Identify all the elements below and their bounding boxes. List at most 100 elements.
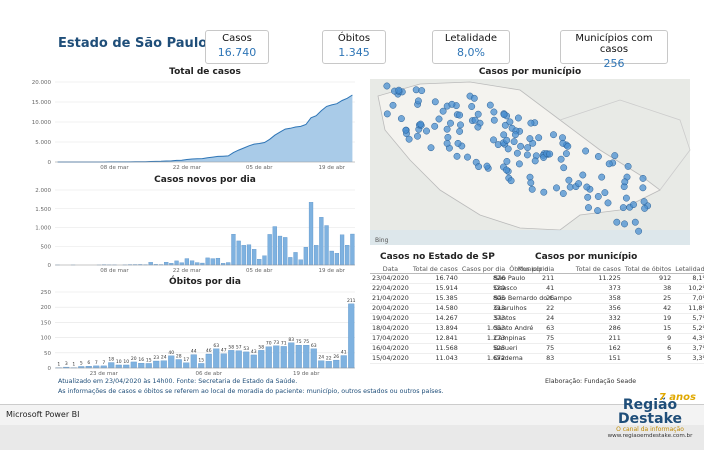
map-dot — [448, 100, 456, 108]
x-tick-label: 05 de abr — [246, 165, 273, 171]
map-dot — [444, 133, 452, 141]
data-label: 10 — [123, 359, 129, 365]
data-label: 63 — [311, 343, 317, 349]
map-dot — [583, 183, 591, 191]
bar — [164, 261, 169, 266]
y-tick-label: 5.000 — [35, 140, 51, 146]
bar — [198, 363, 205, 369]
cell: 151 — [573, 353, 623, 364]
cell: 25 — [622, 293, 674, 304]
map-dot — [431, 122, 439, 130]
data-label: 58 — [258, 344, 264, 350]
map-dot — [639, 184, 647, 192]
bar — [183, 362, 190, 369]
column-header: Município — [492, 265, 574, 274]
map-dot — [559, 190, 567, 197]
map-dot — [490, 136, 497, 144]
data-label: 7 — [95, 360, 98, 366]
area — [57, 95, 353, 162]
map-dot — [630, 201, 637, 209]
data-label: 73 — [273, 340, 279, 346]
map-dot — [639, 174, 647, 182]
data-label: 83 — [288, 337, 294, 343]
map-dot — [531, 157, 539, 165]
bar — [250, 354, 257, 369]
data-label: 10 — [116, 359, 122, 365]
cell: 5 — [622, 353, 674, 364]
map-dot — [417, 120, 425, 128]
map-dot — [503, 166, 510, 174]
column-header: Casos por dia — [459, 265, 508, 274]
bar — [318, 360, 325, 369]
data-label: 46 — [206, 348, 212, 354]
bar — [195, 262, 200, 266]
x-tick-label: 08 de mar — [100, 165, 129, 171]
x-tick-label: 06 de abr — [196, 371, 223, 377]
cell: 5,2% — [673, 323, 704, 334]
bar — [267, 234, 272, 266]
bar — [160, 360, 167, 369]
map-dot — [621, 178, 629, 186]
bar — [184, 258, 190, 266]
map-dot — [511, 131, 519, 139]
logo-tagline: O canal da informação — [616, 426, 684, 433]
dashboard: Estado de São Paulo Casos 16.740 Óbitos 1.… — [0, 0, 704, 404]
data-label: 26 — [333, 354, 339, 360]
column-header: Data — [370, 265, 411, 274]
x-tick-label: 05 de abr — [246, 268, 273, 274]
logo-text: Região — [622, 397, 678, 413]
bar — [175, 359, 182, 369]
title: Estado de São Paulo — [58, 36, 208, 51]
map-dot — [515, 160, 523, 168]
map-dot — [486, 101, 494, 109]
bar — [228, 350, 235, 369]
map-dot — [435, 115, 443, 123]
map-dot — [523, 151, 531, 159]
map-dot — [622, 194, 630, 202]
map-dot — [526, 135, 534, 143]
cell: 14.267 — [410, 313, 460, 324]
y-tick-label: 150 — [41, 320, 52, 326]
map-dot — [510, 138, 518, 146]
map-dot — [526, 173, 534, 181]
logo-url: www.regiaoemdestake.com.br — [607, 433, 693, 439]
cell: 21/04/2020 — [370, 293, 411, 304]
cell: São Bernardo do Campo — [492, 293, 574, 304]
bar — [319, 217, 324, 266]
app-bar: Microsoft Power BI — [0, 404, 704, 425]
map-dot — [456, 111, 464, 119]
map-dot — [389, 101, 397, 109]
bar — [308, 202, 314, 266]
bar — [333, 359, 340, 369]
y-tick-label: 0 — [48, 160, 52, 166]
data-label: 53 — [243, 346, 249, 352]
map-dot — [507, 177, 515, 185]
map-dot — [566, 183, 574, 191]
y-tick-label: 250 — [41, 290, 52, 296]
map-dot — [565, 176, 573, 184]
bar — [262, 255, 267, 266]
map-dot — [427, 144, 435, 152]
bar — [303, 345, 310, 369]
map-dot — [503, 157, 511, 165]
column-header: Total de casos — [410, 265, 460, 274]
x-tick-label: 19 de abr — [293, 371, 320, 377]
map-dot — [594, 153, 602, 160]
data-label: 57 — [236, 345, 242, 351]
data-label: 75 — [303, 339, 309, 345]
bar — [243, 351, 250, 369]
cell: 3,3% — [673, 353, 704, 364]
kpi-card: Letalidade 8,0% — [432, 30, 510, 64]
y-tick-label: 20.000 — [32, 80, 52, 86]
cell: 373 — [573, 283, 623, 294]
kpi-label: Letalidade — [444, 33, 498, 44]
cell: 4,3% — [673, 333, 704, 344]
kpi-value: 256 — [603, 57, 625, 70]
map-dot — [439, 107, 447, 115]
map-dot — [474, 123, 482, 131]
bar — [303, 246, 308, 266]
y-tick-label: 10.000 — [32, 120, 52, 126]
map-dot — [524, 144, 532, 152]
